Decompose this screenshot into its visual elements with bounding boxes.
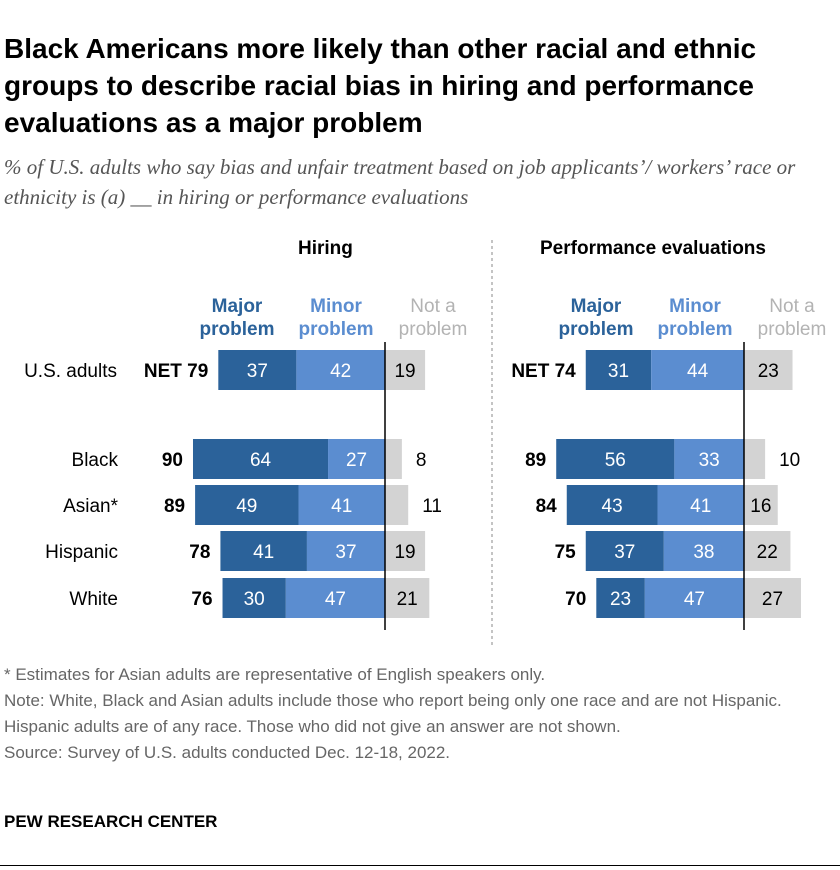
value-label-major: 64	[250, 450, 272, 471]
legend-label: problem	[299, 319, 374, 340]
net-label: 76	[191, 589, 212, 610]
value-label-not: 22	[757, 542, 778, 563]
category-label: Asian*	[63, 496, 119, 517]
bar-minor	[651, 350, 744, 390]
value-label-not: 19	[394, 542, 415, 563]
bar-minor	[644, 578, 744, 618]
panel-title-performance: Performance evaluations	[540, 238, 766, 259]
legend-label: problem	[559, 319, 634, 340]
value-label-minor: 27	[346, 450, 367, 471]
bar-minor	[296, 350, 385, 390]
bar-major	[222, 578, 286, 618]
bar-not	[744, 531, 791, 571]
bar-not	[744, 350, 793, 390]
net-label: 84	[536, 496, 558, 517]
value-label-minor: 37	[335, 542, 356, 563]
value-label-not: 19	[394, 361, 415, 382]
chart-subtitle: % of U.S. adults who say bias and unfair…	[4, 155, 796, 209]
value-label-major: 37	[614, 542, 635, 563]
pew-logo-text: PEW RESEARCH CENTER	[4, 812, 218, 831]
bar-major	[218, 350, 297, 390]
bar-minor	[657, 485, 744, 525]
bar-not	[385, 350, 426, 390]
bar-major	[192, 439, 329, 479]
legend-label: Not a	[410, 296, 456, 317]
net-label: 78	[189, 542, 210, 563]
bar-not	[385, 485, 409, 525]
value-label-major: 49	[236, 496, 257, 517]
value-label-not: 16	[750, 496, 771, 517]
value-label-not: 8	[416, 450, 427, 471]
bar-major	[220, 531, 307, 571]
bar-not	[385, 578, 430, 618]
value-label-not: 10	[779, 450, 800, 471]
legend-label: Not a	[769, 296, 815, 317]
net-label: 90	[162, 450, 183, 471]
net-label: 89	[164, 496, 185, 517]
bar-major	[585, 531, 664, 571]
bar-minor	[298, 485, 385, 525]
value-label-minor: 42	[330, 361, 351, 382]
value-label-minor: 38	[693, 542, 714, 563]
category-label: White	[69, 589, 118, 610]
bar-major	[556, 439, 675, 479]
value-label-major: 56	[605, 450, 626, 471]
value-label-major: 30	[244, 589, 265, 610]
value-label-minor: 41	[690, 496, 711, 517]
panel-title-hiring: Hiring	[298, 238, 353, 259]
bar-major	[585, 350, 652, 390]
chart-title: Black Americans more likely than other r…	[4, 33, 757, 138]
footnote-source: Source: Survey of U.S. adults conducted …	[4, 743, 451, 762]
value-label-not: 23	[758, 361, 779, 382]
value-label-not: 11	[422, 496, 442, 517]
value-label-minor: 47	[325, 589, 346, 610]
legend-label: problem	[200, 319, 275, 340]
bar-minor	[306, 531, 385, 571]
value-label-major: 23	[610, 589, 631, 610]
bar-major	[596, 578, 645, 618]
category-label: Hispanic	[45, 542, 118, 563]
bar-minor	[285, 578, 385, 618]
bar-major	[566, 485, 658, 525]
legend-label: Major	[212, 296, 263, 317]
legend-label: Minor	[669, 296, 721, 317]
bottom-rule	[0, 865, 840, 866]
bar-not	[744, 485, 778, 525]
value-label-minor: 44	[687, 361, 709, 382]
legend-label: problem	[399, 319, 468, 340]
net-label: 89	[525, 450, 546, 471]
footnotes: * Estimates for Asian adults are represe…	[4, 662, 834, 766]
value-label-minor: 33	[699, 450, 720, 471]
bar-major	[195, 485, 299, 525]
bar-minor	[663, 531, 744, 571]
bar-not	[385, 531, 426, 571]
legend-label: problem	[658, 319, 733, 340]
value-label-major: 31	[608, 361, 629, 382]
legend-label: problem	[758, 319, 827, 340]
value-label-minor: 47	[684, 589, 705, 610]
net-label: NET 79	[144, 361, 208, 382]
net-label: 70	[565, 589, 586, 610]
value-label-major: 41	[253, 542, 274, 563]
net-label: 75	[555, 542, 577, 563]
value-label-major: 43	[602, 496, 623, 517]
value-label-major: 37	[247, 361, 268, 382]
net-label: NET 74	[511, 361, 576, 382]
bar-not	[385, 439, 402, 479]
footnote-note: Note: White, Black and Asian adults incl…	[4, 691, 782, 736]
footnote-asterisk: * Estimates for Asian adults are represe…	[4, 665, 546, 684]
value-label-not: 27	[762, 589, 783, 610]
bar-not	[744, 439, 766, 479]
value-label-minor: 41	[331, 496, 352, 517]
bar-not	[744, 578, 801, 618]
legend-label: Major	[571, 296, 622, 317]
value-label-not: 21	[397, 589, 418, 610]
chart-svg: U.S. adults Black Asian* Hispanic White Major…	[24, 240, 827, 648]
legend-label: Minor	[310, 296, 362, 317]
category-label: U.S. adults	[24, 361, 117, 382]
bar-minor	[674, 439, 744, 479]
category-label: Black	[72, 450, 119, 471]
bar-minor	[328, 439, 385, 479]
